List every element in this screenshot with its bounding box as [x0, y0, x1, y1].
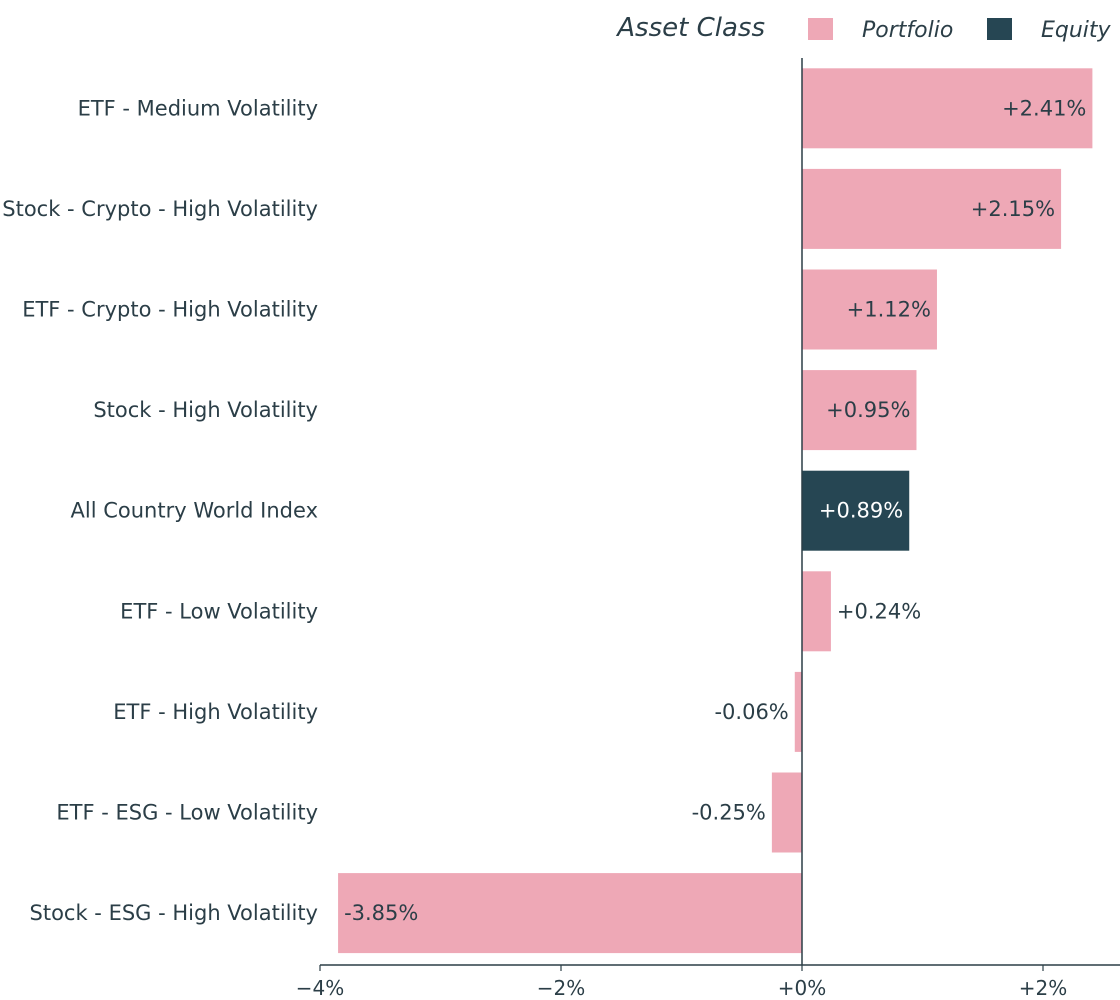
bar-etf-medium-volatility [802, 68, 1093, 149]
legend-title: Asset Class [615, 13, 765, 43]
category-label: ETF - ESG - Low Volatility [56, 801, 318, 825]
bar-etf-esg-low-volatility [771, 772, 802, 853]
legend-label-equity: Equity [1041, 18, 1112, 43]
category-label: ETF - High Volatility [113, 700, 318, 724]
x-tick-label: −4% [296, 976, 345, 1000]
category-label: Stock - ESG - High Volatility [30, 901, 318, 925]
bars-group [338, 68, 1093, 954]
bar-etf-low-volatility [802, 571, 831, 652]
data-label: +1.12% [847, 298, 931, 322]
bar-stock-esg-high-volatility [338, 873, 802, 954]
x-tick-label: +0% [778, 976, 827, 1000]
legend-swatch-portfolio [808, 18, 833, 40]
data-label: +0.24% [837, 599, 921, 623]
category-label: Stock - High Volatility [93, 398, 318, 422]
data-label: -3.85% [344, 901, 418, 925]
category-label: Stock - Crypto - High Volatility [2, 197, 318, 221]
bar-stock-high-volatility [802, 370, 917, 451]
value-labels: +2.41% +2.15% +1.12% +0.95% +0.89% +0.24% -0.0… [344, 96, 1086, 925]
legend: Asset Class Portfolio Equity [615, 13, 1111, 43]
legend-swatch-equity [987, 18, 1012, 40]
category-label: All Country World Index [71, 499, 318, 523]
bar-etf-crypto-high-volatility [802, 269, 937, 350]
data-label: -0.25% [692, 801, 766, 825]
bar-etf-high-volatility [794, 671, 802, 752]
bar-stock-crypto-high-volatility [802, 168, 1062, 249]
category-label: ETF - Medium Volatility [78, 96, 318, 120]
data-label: +2.41% [1002, 96, 1086, 120]
category-label: ETF - Low Volatility [120, 599, 318, 623]
data-label: +0.95% [826, 398, 910, 422]
category-label: ETF - Crypto - High Volatility [22, 298, 318, 322]
data-label: +0.89% [819, 499, 903, 523]
data-label: -0.06% [714, 700, 788, 724]
legend-label-portfolio: Portfolio [862, 18, 953, 43]
x-tick-label: −2% [537, 976, 586, 1000]
data-label: +2.15% [971, 197, 1055, 221]
bar-all-country-world-index [802, 470, 910, 551]
axes: −4% −2% +0% +2% [296, 58, 1120, 1000]
category-labels: ETF - Medium Volatility Stock - Crypto - … [2, 96, 318, 925]
x-tick-label: +2% [1019, 976, 1068, 1000]
